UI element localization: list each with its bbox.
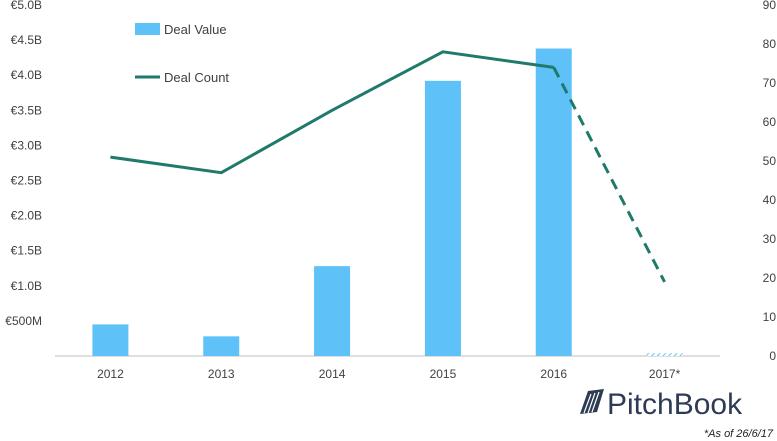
legend: Deal Value Deal Count: [135, 22, 229, 85]
x-tick-label: 2014: [319, 367, 346, 381]
left-tick-label: €2.5B: [11, 174, 42, 188]
right-tick-label: 10: [763, 310, 777, 324]
right-tick-label: 20: [763, 271, 777, 285]
right-tick-label: 30: [763, 232, 777, 246]
right-tick-label: 60: [763, 115, 777, 129]
legend-label-deal-value: Deal Value: [164, 22, 227, 37]
x-tick-label: 2017*: [649, 367, 681, 381]
left-tick-label: €3.5B: [11, 103, 42, 117]
right-tick-label: 50: [763, 154, 777, 168]
right-tick-label: 80: [763, 37, 777, 51]
pitchbook-book-icon: [580, 389, 604, 414]
x-tick-label: 2013: [208, 367, 235, 381]
deal-count-line-dashed: [552, 66, 666, 283]
deal-count-line: [110, 50, 666, 283]
left-tick-label: €500M: [5, 314, 42, 328]
left-tick-label: €1.0B: [11, 279, 42, 293]
left-tick-label: €4.5B: [11, 33, 42, 47]
x-tick-label: 2015: [430, 367, 457, 381]
right-tick-label: 0: [769, 349, 776, 363]
right-tick-label: 70: [763, 76, 777, 90]
footnote: *As of 26/6/17: [704, 428, 774, 440]
left-axis-ticks: €500M €1.0B €1.5B €2.0B €2.5B €3.0B €3.5B €4.0B…: [5, 0, 42, 328]
deal-value-bar: [92, 324, 129, 356]
left-tick-label: €1.5B: [11, 244, 42, 258]
x-tick-label: 2012: [97, 367, 124, 381]
deal-value-bar: [535, 48, 572, 357]
deal-value-bar: [424, 80, 461, 356]
left-tick-label: €2.0B: [11, 209, 42, 223]
legend-swatch-deal-value: [135, 23, 160, 35]
right-tick-label: 90: [763, 0, 777, 12]
pitchbook-logo: PitchBook: [580, 388, 743, 421]
x-axis-ticks: 2012 2013 2014 2015 2016 2017*: [97, 367, 681, 381]
legend-label-deal-count: Deal Count: [164, 70, 229, 85]
right-axis-ticks: 0 10 20 30 40 50 60 70 80 90: [763, 0, 777, 363]
deal-value-bar: [314, 266, 351, 356]
x-tick-label: 2016: [540, 367, 567, 381]
deal-value-bar: [646, 353, 683, 356]
pitchbook-logo-text: PitchBook: [607, 388, 743, 421]
left-tick-label: €4.0B: [11, 68, 42, 82]
left-tick-label: €5.0B: [11, 0, 42, 12]
deal-value-bars: [92, 48, 683, 357]
left-tick-label: €3.0B: [11, 138, 42, 152]
deal-value-bar: [203, 336, 240, 356]
right-tick-label: 40: [763, 193, 777, 207]
